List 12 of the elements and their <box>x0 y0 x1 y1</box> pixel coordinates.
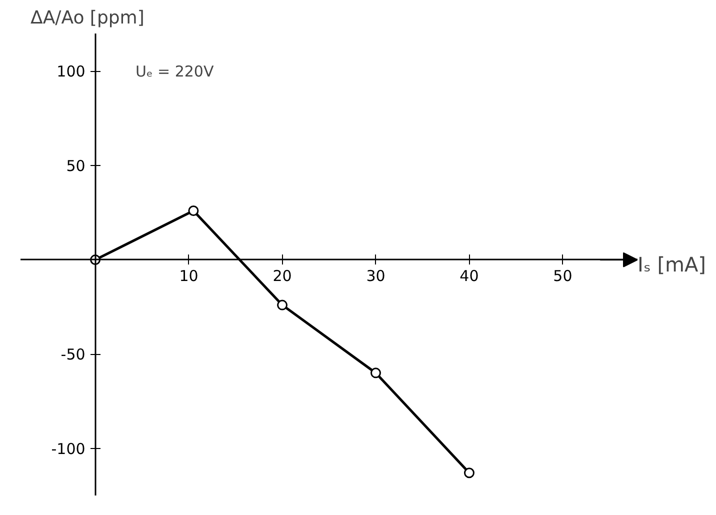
y-tick-label: -100 <box>51 440 86 458</box>
x-tick-label: 20 <box>272 266 292 285</box>
annotation: Uₑ = 220V <box>136 62 214 80</box>
y-tick-label: -50 <box>60 346 86 364</box>
y-tick-label: 50 <box>66 157 86 175</box>
x-tick-label: 40 <box>460 266 479 285</box>
x-tick-label: 30 <box>366 266 386 285</box>
y-axis-title: ΔA/Ao [ppm] <box>30 8 144 28</box>
x-tick-label: 50 <box>553 266 572 285</box>
y-tick-label: 100 <box>56 62 86 81</box>
x-axis-title: Iₛ [mA] <box>638 252 706 276</box>
x-tick-label: 10 <box>179 266 198 285</box>
